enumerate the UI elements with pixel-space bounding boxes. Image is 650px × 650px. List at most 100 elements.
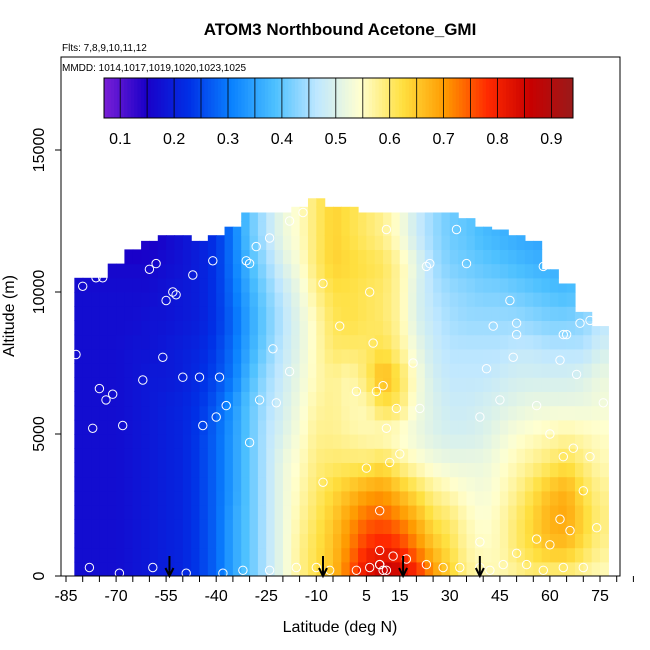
heatmap-cell [199,547,209,563]
heatmap-cell [541,419,551,435]
heatmap-cell [433,505,443,520]
colorbar-segment [355,78,360,118]
colorbar-segment [418,78,423,118]
heatmap-cell [174,462,184,478]
heatmap-cell [307,249,317,265]
heatmap-cell [391,533,401,549]
heatmap-cell [474,490,484,506]
heatmap-cell [483,391,493,407]
heatmap-cell [358,235,367,250]
heatmap-cell [499,263,509,279]
heatmap-cell [149,505,159,520]
heatmap-cell [533,348,543,364]
heatmap-cell [232,263,242,279]
heatmap-cell [458,519,468,534]
heatmap-cell [408,490,418,506]
heatmap-cell [391,519,401,534]
colorbar-segment [124,78,128,118]
heatmap-cell [408,533,418,549]
heatmap-cell [166,263,176,279]
heatmap-cell [132,348,142,364]
heatmap-cell [358,448,367,463]
heatmap-cell [124,519,134,534]
heatmap-cell [232,348,242,364]
heatmap-cell [307,505,317,520]
heatmap-cell [358,519,367,534]
colorbar-segment [348,78,353,118]
heatmap-cell [191,505,201,520]
colorbar-segment [241,78,246,118]
colorbar-segment [211,78,216,118]
heatmap-cell [349,419,359,435]
heatmap-cell [341,490,351,506]
heatmap-cell [291,490,301,506]
heatmap-cell [274,448,284,463]
heatmap-cell [182,476,192,492]
heatmap-cell [174,377,184,392]
heatmap-cell [349,348,359,364]
colorbar-tick-label: 0.7 [432,131,454,148]
heatmap-cell [358,320,367,336]
heatmap-cell [591,505,601,520]
heatmap-cell [316,334,326,350]
heatmap-cell [316,490,326,506]
heatmap-cell [157,377,167,392]
heatmap-cell [533,391,543,407]
heatmap-cell [474,292,484,307]
heatmap-cell [541,490,551,506]
heatmap-cell [366,212,376,222]
observation-point [108,389,118,399]
heatmap-cell [249,533,259,549]
heatmap-cell [291,476,301,492]
heatmap-cell [374,476,384,492]
heatmap-cell [516,519,526,534]
heatmap-cell [341,277,351,293]
heatmap-cell [366,405,376,421]
heatmap-cell [299,434,309,449]
heatmap-cell [324,519,334,534]
heatmap-cell [299,249,309,265]
heatmap-cell [341,519,351,534]
colorbar-segment [542,78,547,118]
heatmap-cell [408,277,418,293]
heatmap-cell [466,218,476,222]
heatmap-cell [408,448,418,463]
heatmap-cell [324,306,334,321]
heatmap-cell [324,434,334,449]
heatmap-cell [508,334,518,350]
heatmap-cell [116,547,125,563]
heatmap-cell [307,235,317,250]
heatmap-cell [199,292,209,307]
heatmap-cell [257,547,267,563]
heatmap-cell [149,263,159,279]
heatmap-cell [116,391,125,407]
heatmap-cell [257,533,267,549]
heatmap-cell [274,306,284,321]
heatmap-cell [216,306,226,321]
heatmap-cell [541,448,551,463]
heatmap-cell [541,320,551,336]
heatmap-cell [600,519,609,534]
heatmap-cell [508,561,518,576]
heatmap-cell [433,476,443,492]
heatmap-cell [424,249,434,265]
heatmap-cell [458,377,468,392]
heatmap-cell [174,490,184,506]
heatmap-cell [416,561,426,576]
heatmap-cell [166,363,176,378]
heatmap-cell [91,519,100,534]
colorbar-segment [231,78,236,118]
heatmap-cell [241,263,251,279]
heatmap-cell [307,277,317,293]
heatmap-cell [74,490,84,506]
observation-point [244,258,255,269]
heatmap-cell [399,391,409,407]
heatmap-cell [483,490,493,506]
heatmap-cell [533,263,543,279]
heatmap-cell [399,348,409,364]
heatmap-cell [408,221,418,236]
heatmap-cell [391,263,401,279]
heatmap-cell [274,377,284,392]
heatmap-cell [441,348,451,364]
heatmap-cell [433,292,443,307]
